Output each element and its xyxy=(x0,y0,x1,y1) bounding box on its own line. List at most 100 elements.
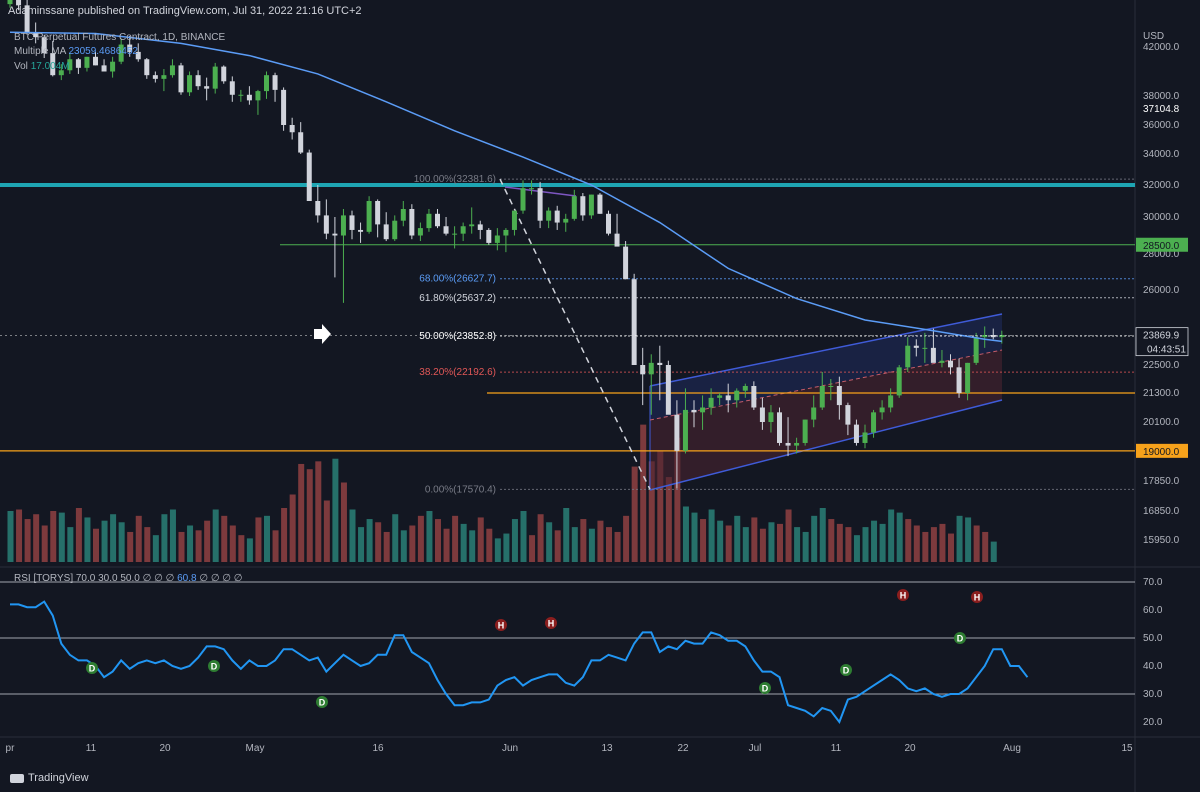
price-tick-label: 28000.0 xyxy=(1143,249,1180,260)
volume-bar xyxy=(452,515,459,562)
volume-bar xyxy=(426,511,433,562)
candle xyxy=(435,213,440,227)
volume-bar xyxy=(24,519,31,562)
candle xyxy=(409,209,415,236)
candle xyxy=(734,390,740,401)
rsi-value: 60.8 xyxy=(177,573,197,584)
candle xyxy=(606,213,611,234)
countdown-label: 04:43:51 xyxy=(1147,345,1186,356)
candle xyxy=(862,432,868,443)
rsi-name: RSI [TORYS] xyxy=(14,573,74,584)
rsi-marker-label: H xyxy=(548,619,555,629)
candle xyxy=(469,224,475,227)
candle xyxy=(836,386,842,406)
candle xyxy=(33,32,39,38)
volume-bar xyxy=(794,527,801,562)
volume-bar xyxy=(84,517,91,562)
volume-bar xyxy=(221,515,228,562)
arrow-right-icon xyxy=(314,324,331,344)
candle xyxy=(486,229,492,243)
candle xyxy=(272,75,278,90)
candle xyxy=(238,94,244,96)
fib-label: 50.00%(23852.8) xyxy=(419,331,496,342)
volume-bar xyxy=(178,531,185,562)
candle xyxy=(281,89,287,125)
volume-bar xyxy=(802,531,809,562)
price-tick-label: 22500.0 xyxy=(1143,360,1180,371)
rsi-tick-label: 50.0 xyxy=(1143,633,1163,644)
volume-bar xyxy=(443,528,450,562)
volume-bar xyxy=(255,517,262,562)
price-tick-label: 16850.0 xyxy=(1143,506,1180,517)
time-tick-label: Jul xyxy=(749,743,762,754)
candle xyxy=(323,215,329,234)
volume-bar xyxy=(674,437,681,562)
volume-bar xyxy=(417,515,424,562)
candle xyxy=(503,229,509,236)
volume-bar xyxy=(871,520,878,562)
volume-bar xyxy=(409,525,416,562)
volume-bar xyxy=(272,530,279,562)
candle xyxy=(588,194,594,216)
candle xyxy=(888,395,894,408)
candle xyxy=(648,362,654,375)
candle xyxy=(169,65,175,76)
volume-bar xyxy=(845,527,852,562)
volume-bar xyxy=(580,519,587,562)
fib-label: 68.00%(26627.7) xyxy=(419,274,496,285)
time-tick-label: 20 xyxy=(159,743,171,754)
publisher-line: Adaminssane published on TradingView.com… xyxy=(8,5,362,17)
footer-brand-text: TradingView xyxy=(28,772,89,784)
candle xyxy=(383,224,389,240)
volume-bar xyxy=(477,517,484,562)
volume-bar xyxy=(494,538,501,562)
price-tick-label: 32000.0 xyxy=(1143,180,1180,191)
candle xyxy=(144,59,150,76)
volume-bar xyxy=(956,515,963,562)
candle xyxy=(315,201,321,216)
candle xyxy=(494,235,500,243)
volume-bar xyxy=(948,533,954,562)
candle xyxy=(460,226,466,234)
candle xyxy=(973,337,979,363)
volume-bar xyxy=(725,525,732,562)
rsi-marker xyxy=(954,632,966,644)
volume-bar xyxy=(67,527,74,562)
volume-bar xyxy=(93,528,99,562)
volume-bar xyxy=(777,523,783,562)
volume-bar xyxy=(529,535,536,562)
ma-legend: Multiple MA 23059.4686452 xyxy=(14,46,138,57)
volume-bar xyxy=(828,519,835,562)
candle xyxy=(802,419,808,443)
volume-bar xyxy=(511,519,518,562)
support-tag: 19000.0 xyxy=(1143,447,1180,458)
candle xyxy=(289,125,295,133)
candle xyxy=(306,152,312,201)
rsi-tick-label: 40.0 xyxy=(1143,661,1163,672)
rsi-tick-label: 30.0 xyxy=(1143,689,1163,700)
time-tick-label: pr xyxy=(6,743,16,754)
volume-bar xyxy=(597,520,604,562)
time-tick-label: 11 xyxy=(86,743,97,754)
rsi-marker xyxy=(971,591,983,603)
candle xyxy=(640,365,646,375)
volume-bar xyxy=(169,509,176,562)
vol-value: 17.004M xyxy=(30,61,70,72)
volume-bar xyxy=(614,531,621,562)
volume-bar xyxy=(118,522,125,562)
rsi-marker xyxy=(208,660,220,672)
candle xyxy=(264,75,269,92)
candle xyxy=(7,0,13,5)
volume-bar xyxy=(571,527,578,562)
candle xyxy=(75,59,81,68)
symbol-title: BTC Perpetual Futures Contract, 1D, BINA… xyxy=(14,32,226,43)
time-tick-label: 20 xyxy=(904,743,916,754)
candle xyxy=(948,360,953,368)
rsi-marker-label: D xyxy=(843,666,850,676)
footer-brand: TradingView xyxy=(10,772,89,784)
rsi-marker xyxy=(316,696,328,708)
candle xyxy=(511,210,517,230)
volume-bar xyxy=(691,512,698,562)
candle xyxy=(682,409,688,451)
